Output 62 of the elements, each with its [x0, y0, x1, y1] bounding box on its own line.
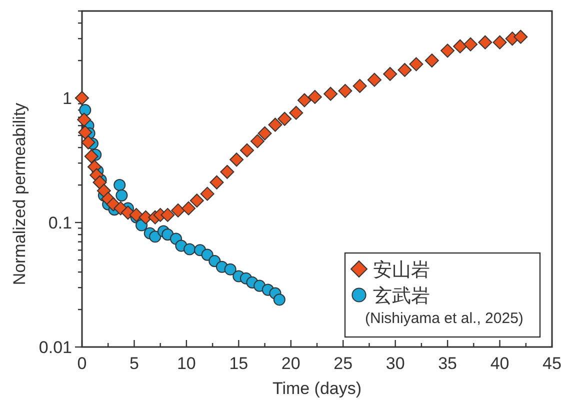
legend-label: 玄武岩 — [373, 285, 430, 307]
point — [424, 54, 439, 68]
point — [210, 175, 224, 190]
point — [182, 201, 196, 216]
point — [160, 208, 175, 222]
point — [464, 37, 478, 52]
point — [478, 35, 492, 50]
point — [79, 104, 92, 116]
x-tick-label: 0 — [77, 354, 87, 373]
point — [92, 175, 107, 190]
point — [289, 106, 304, 120]
point — [96, 184, 111, 198]
point — [409, 57, 424, 72]
y-tick-label: 0.1 — [48, 214, 72, 233]
point — [297, 93, 312, 108]
point — [84, 149, 98, 164]
point — [268, 118, 282, 132]
x-tick-label: 20 — [281, 354, 300, 373]
x-tick-label: 40 — [490, 354, 510, 373]
point — [114, 179, 126, 192]
point — [367, 72, 382, 87]
point — [230, 152, 244, 167]
x-tick-label: 25 — [334, 354, 353, 373]
x-axis-title: Time (days) — [272, 379, 362, 398]
x-tick-label: 15 — [229, 354, 248, 373]
point — [149, 230, 162, 243]
point — [75, 91, 89, 106]
point — [78, 125, 92, 140]
x-tick-label: 10 — [176, 354, 196, 373]
y-axis-title: Normalized permeability — [10, 102, 29, 286]
point — [224, 263, 236, 276]
point — [116, 189, 128, 202]
y-tick-label: 1 — [62, 89, 72, 108]
point — [324, 86, 338, 101]
x-tick-label: 30 — [386, 354, 405, 373]
point — [514, 30, 528, 44]
x-tick-label: 35 — [438, 354, 458, 373]
point — [81, 135, 96, 150]
y-tick-label: 0.01 — [38, 338, 72, 357]
point — [171, 203, 186, 218]
point — [398, 62, 412, 77]
annotation: (Nishiyama et al., 2025) — [365, 310, 524, 327]
point — [190, 194, 204, 208]
point — [308, 90, 322, 104]
point — [184, 243, 196, 256]
point — [200, 186, 214, 201]
point — [220, 164, 234, 179]
legend-label: 安山岩 — [373, 259, 430, 281]
point — [440, 44, 455, 58]
point — [258, 126, 272, 140]
point — [492, 35, 507, 50]
point — [352, 78, 367, 93]
point — [278, 112, 292, 126]
x-tick-label: 5 — [129, 354, 139, 373]
point — [383, 66, 398, 81]
point — [240, 143, 254, 158]
x-tick-label: 45 — [542, 354, 561, 373]
point — [453, 39, 468, 54]
point — [338, 84, 352, 98]
point — [77, 112, 92, 127]
point — [273, 294, 286, 306]
point — [250, 134, 264, 148]
